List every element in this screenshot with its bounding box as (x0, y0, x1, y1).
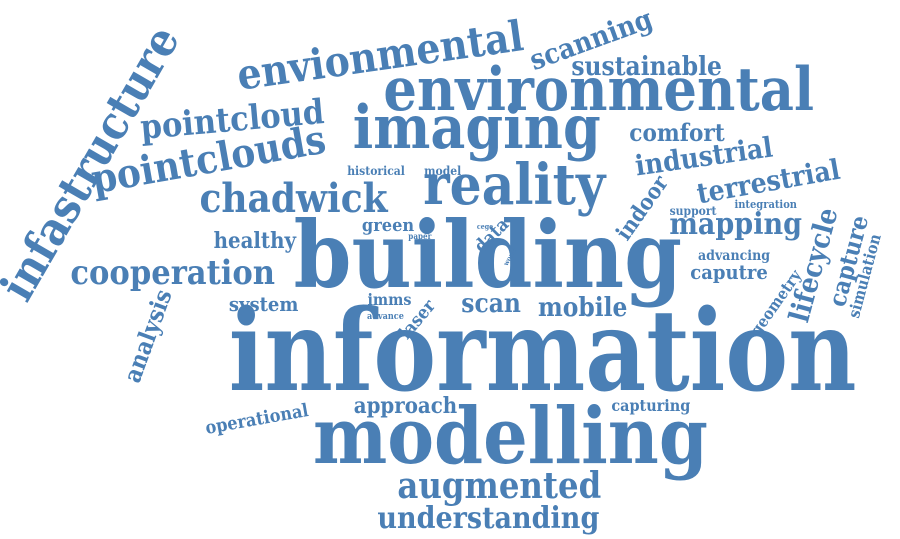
word-cooperation: cooperation (70, 256, 275, 290)
word-scan: scan (461, 291, 521, 317)
word-understanding: understanding (377, 504, 599, 534)
word-support: support (670, 205, 717, 217)
word-system: system (228, 294, 298, 314)
word-approach: approach (353, 395, 456, 417)
word-augmented: augmented (397, 468, 601, 504)
word-integration: integration (734, 199, 797, 210)
word-sustainable: sustainable (571, 54, 722, 80)
word-chadwick: chadwick (199, 179, 387, 219)
word-historical: historical (347, 165, 405, 177)
word-imms: imms (367, 292, 411, 308)
word-caputre: caputre (690, 262, 768, 282)
word-advancing: advancing (698, 249, 770, 263)
word-imaging: imaging (352, 98, 600, 158)
word-analysis: analysis (120, 286, 176, 385)
word-paper: paper (408, 232, 431, 240)
word-cege: cege (477, 223, 493, 230)
word-capturing: capturing (611, 398, 690, 414)
word-advance: advance (367, 313, 404, 322)
word-green: green (362, 217, 414, 235)
word-mobile: mobile (537, 295, 626, 321)
word-healthy: healthy (214, 230, 296, 252)
word-model: model (424, 165, 461, 177)
